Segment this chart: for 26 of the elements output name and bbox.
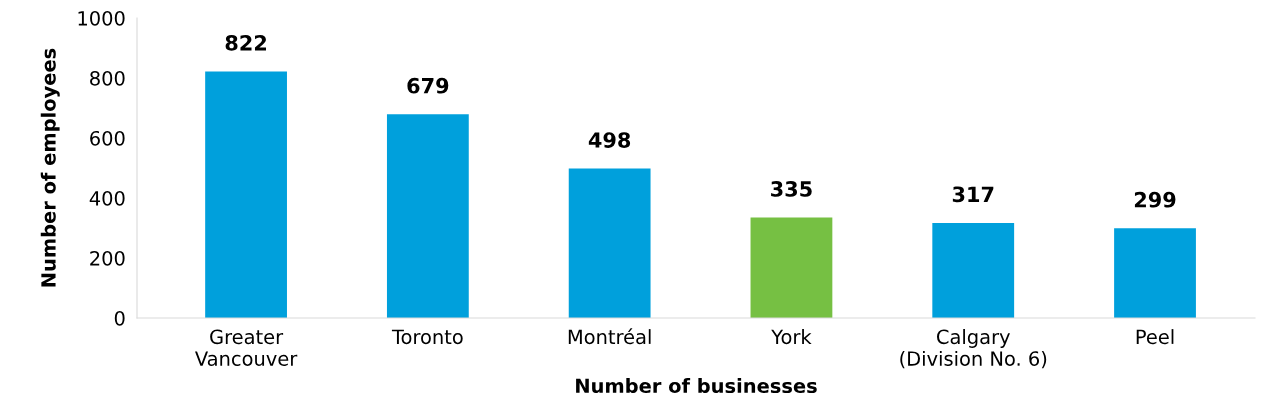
data-label: 299 [1134,191,1176,208]
y-axis-title: Number of employees [40,48,60,287]
data-label: 498 [588,132,631,148]
x-tick-label: Greater Vancouver [195,329,298,366]
x-tick-label: Calgary (Division No. 6) [900,329,1047,369]
x-tick-label: Toronto [391,329,463,345]
y-tick-label: 600 [90,130,125,146]
bar [205,71,287,318]
x-axis-title: Number of businesses [576,378,817,394]
bar [932,222,1015,318]
bar [1114,228,1196,318]
y-tick-label: 400 [89,190,125,206]
y-tick-label: 800 [90,70,125,86]
data-label: 822 [225,34,267,51]
x-tick-label: Peel [1136,329,1174,345]
y-tick-label: 200 [90,250,125,266]
y-tick-label: 1000 [78,10,125,26]
bar [750,217,833,318]
data-label: 679 [407,77,449,94]
x-tick-label: York [771,329,812,345]
x-tick-label: Montréal [568,328,651,345]
data-label: 317 [952,186,994,203]
bar [386,114,469,318]
y-tick-label: 0 [114,310,125,326]
data-label: 335 [771,181,812,197]
bar [568,168,651,318]
